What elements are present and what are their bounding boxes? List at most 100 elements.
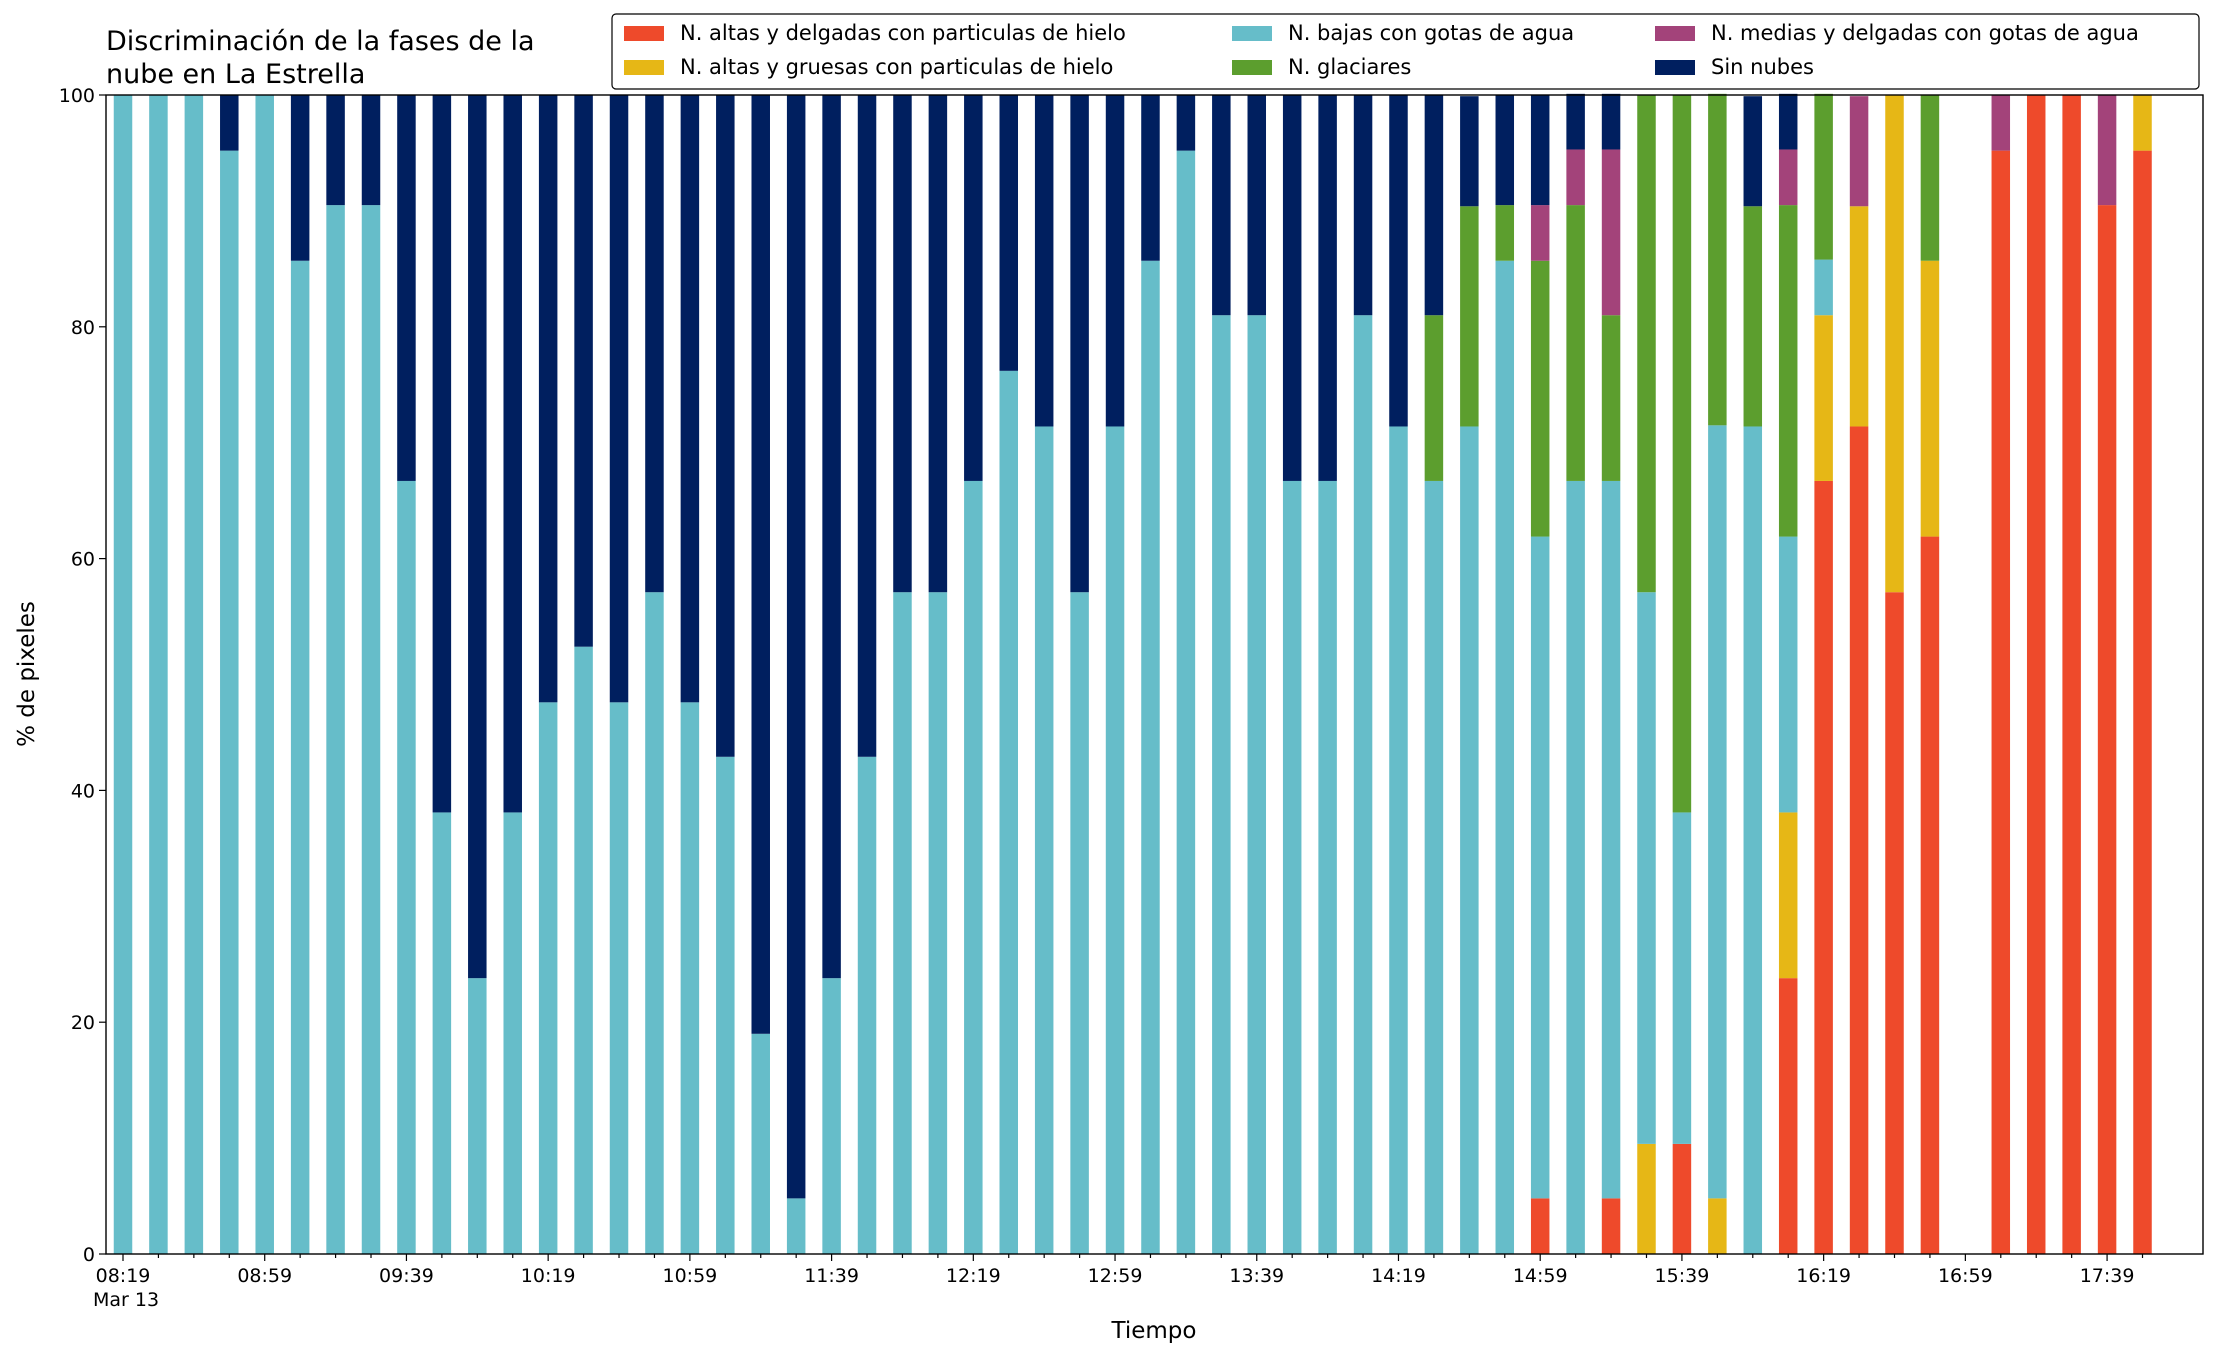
- bar-segment: [2062, 95, 2081, 1254]
- legend-label: Sin nubes: [1711, 55, 1814, 79]
- bar-segment: [1991, 95, 2011, 151]
- bar-segment: [1530, 536, 1550, 1199]
- y-axis-label: % de pixeles: [14, 601, 40, 747]
- bar-segment: [609, 95, 629, 703]
- legend-swatch: [624, 60, 664, 75]
- bar-segment: [503, 812, 522, 1254]
- bar-segment: [326, 205, 345, 1255]
- bar-segment: [1601, 149, 1621, 316]
- bar-segment: [113, 95, 133, 1254]
- bar-segment: [1176, 95, 1196, 151]
- bar-segment: [432, 812, 452, 1254]
- x-tick-label: 13:39: [1229, 1265, 1284, 1287]
- bar-segment: [503, 95, 522, 813]
- bar-segment: [2097, 205, 2117, 1255]
- legend-label: N. medias y delgadas con gotas de agua: [1711, 21, 2139, 45]
- bar-segment: [680, 95, 700, 703]
- bar-segment: [1566, 93, 1585, 150]
- plot-frame: [105, 94, 2204, 1255]
- bar-segment: [1424, 95, 1444, 316]
- bar-segment: [1566, 149, 1585, 206]
- bar-segment: [822, 978, 841, 1254]
- bar-segment: [1282, 480, 1302, 1254]
- bar-segment: [1247, 95, 1267, 316]
- y-tick-label: 40: [71, 780, 95, 802]
- y-tick-label: 100: [59, 85, 95, 107]
- bar-segment: [609, 702, 629, 1254]
- x-tick-label: 10:59: [662, 1265, 717, 1287]
- bar-segment: [361, 205, 381, 1255]
- bar-segment: [751, 1033, 770, 1254]
- x-tick-label: 10:19: [521, 1265, 576, 1287]
- legend-swatch: [1655, 60, 1695, 75]
- bar-segment: [1566, 480, 1585, 1254]
- bar-segment: [1778, 978, 1798, 1254]
- x-tick-label: 17:39: [2080, 1265, 2135, 1287]
- bar-segment: [1141, 95, 1160, 261]
- bar-segment: [1353, 95, 1373, 316]
- bar-segment: [255, 95, 274, 1254]
- x-tick-label: 09:39: [379, 1265, 434, 1287]
- bar-segment: [1672, 95, 1692, 813]
- bar-segment: [432, 95, 452, 813]
- bar-segment: [1672, 1143, 1692, 1254]
- x-tick-label: 12:59: [1088, 1265, 1143, 1287]
- bar-segment: [1389, 426, 1408, 1254]
- chart-title: Discriminación de la fases de la: [106, 26, 535, 57]
- x-tick-label: 14:59: [1513, 1265, 1568, 1287]
- bar-segment: [1743, 96, 1763, 207]
- legend-label: N. glaciares: [1288, 55, 1411, 79]
- bar-segment: [1070, 95, 1089, 593]
- bar-segment: [538, 95, 558, 703]
- bar-segment: [290, 95, 310, 261]
- bar-segment: [1460, 426, 1479, 1254]
- legend-swatch: [1655, 26, 1695, 41]
- bar-segment: [1105, 426, 1125, 1254]
- bar-segment: [751, 95, 770, 1034]
- bar-segment: [468, 95, 487, 979]
- bar-segment: [2026, 95, 2046, 1254]
- bar-segment: [1530, 260, 1550, 537]
- bar-segment: [1814, 315, 1833, 481]
- bar-segment: [1212, 315, 1231, 1255]
- bar-segment: [1424, 480, 1444, 1254]
- bar-segment: [645, 592, 664, 1254]
- bar-segment: [1034, 95, 1054, 427]
- bar-segment: [999, 95, 1018, 371]
- x-tick-label: 11:39: [804, 1265, 859, 1287]
- bar-segment: [1885, 95, 1904, 593]
- bar-segment: [1601, 315, 1621, 481]
- bar-segment: [1034, 426, 1054, 1254]
- bar-segment: [1530, 1198, 1550, 1254]
- x-axis-label: Tiempo: [1111, 1318, 1197, 1344]
- bar-segment: [2133, 95, 2152, 151]
- bar-segment: [928, 592, 948, 1254]
- bar-segment: [1530, 95, 1550, 206]
- bar-segment: [2097, 95, 2117, 206]
- bar-segment: [964, 95, 983, 481]
- bar-segment: [999, 370, 1018, 1254]
- bar-segment: [1778, 149, 1798, 206]
- bar-segment: [964, 480, 983, 1254]
- bar-segment: [645, 95, 664, 593]
- bar-segment: [680, 702, 700, 1254]
- bar-segment: [1708, 425, 1727, 1199]
- bar-segment: [1495, 205, 1515, 261]
- bar-segment: [220, 150, 239, 1255]
- legend-label: N. altas y gruesas con particulas de hie…: [680, 55, 1113, 79]
- bar-segment: [1318, 480, 1337, 1254]
- bar-segment: [1353, 315, 1373, 1255]
- bar-segment: [1849, 96, 1869, 207]
- bar-segment: [1601, 1198, 1621, 1254]
- bar-segment: [857, 95, 877, 757]
- bar-segment: [786, 95, 806, 1199]
- bar-segment: [1637, 592, 1656, 1144]
- bar-segment: [468, 978, 487, 1254]
- bar-segment: [1672, 812, 1692, 1144]
- bar-segment: [149, 95, 168, 1254]
- bar-segment: [1778, 536, 1798, 813]
- bar-segment: [2133, 150, 2152, 1255]
- bar-segment: [1849, 426, 1869, 1254]
- bar-segment: [928, 95, 948, 593]
